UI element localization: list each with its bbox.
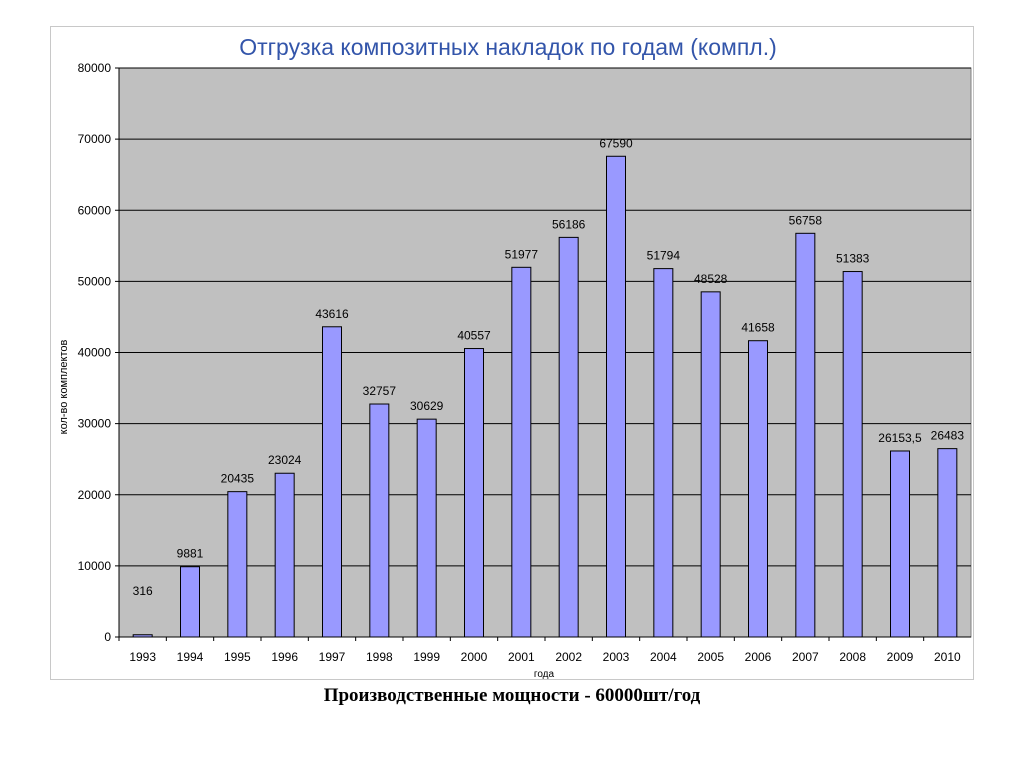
x-tick-label: 2000 [461,650,488,664]
x-tick-label: 1999 [413,650,440,664]
bar-1998 [369,403,390,638]
bar-2010 [937,448,958,638]
y-tick-label: 80000 [78,61,112,75]
data-label: 43616 [315,307,349,321]
y-tick-label: 0 [104,630,111,644]
bar-1996 [274,472,295,638]
data-label: 23024 [268,453,302,467]
data-label: 56758 [789,213,823,227]
x-tick-label: 2004 [650,650,677,664]
data-label: 56186 [552,217,586,231]
x-tick-label: 2010 [934,650,961,664]
x-tick-label: 2001 [508,650,535,664]
y-tick-label: 10000 [78,559,112,573]
x-tick-label: 2007 [792,650,819,664]
y-tick-label: 40000 [78,346,112,360]
bar-1995 [227,491,248,638]
y-axis-label: кол-во комплектов [58,339,70,434]
bar-2003 [606,155,626,638]
data-label: 67590 [599,136,633,150]
x-tick-label: 1998 [366,650,393,664]
x-tick-label: 2003 [603,650,630,664]
x-tick-label: 2009 [887,650,914,664]
x-tick-label: 1996 [271,650,298,664]
x-axis-label: года [534,669,555,680]
x-tick-label: 1994 [177,650,204,664]
data-label: 32757 [363,384,397,398]
production-capacity-caption: Производственные мощности - 60000шт/год [323,685,701,706]
data-label: 51977 [505,247,539,261]
y-tick-label: 60000 [78,203,112,217]
bar-2005 [700,291,721,638]
bar-2001 [511,266,532,638]
x-tick-label: 1995 [224,650,251,664]
data-label: 30629 [410,399,444,413]
x-tick-label: 1997 [319,650,346,664]
data-label: 26153,5 [878,431,922,445]
y-tick-label: 50000 [78,274,112,288]
x-tick-label: 1993 [129,650,156,664]
data-label: 48528 [694,272,728,286]
bar-2000 [464,348,484,638]
x-tick-label: 2002 [555,650,582,664]
bar-2007 [795,232,816,638]
x-tick-label: 2005 [697,650,724,664]
data-label: 9881 [177,547,204,561]
bar-1997 [322,326,342,638]
bar-2006 [748,340,768,638]
x-tick-label: 2006 [745,650,772,664]
bar-chart: Отгрузка композитных накладок по годам (… [58,34,972,680]
bar-2008 [842,271,863,638]
bar-2002 [558,236,579,638]
data-label: 51383 [836,252,870,266]
x-tick-label: 2008 [839,650,866,664]
data-label: 40557 [457,329,491,343]
bar-1999 [416,418,437,638]
bar-1994 [180,566,200,638]
bar-2004 [653,268,674,638]
data-label: 316 [133,584,153,598]
chart-title: Отгрузка композитных накладок по годам (… [239,34,777,60]
bar-1993 [132,634,153,638]
data-label: 26483 [931,429,965,443]
y-tick-label: 30000 [78,417,112,431]
data-label: 20435 [221,472,255,486]
chart-frame: Отгрузка композитных накладок по годам (… [50,26,974,680]
bar-2009 [890,450,910,638]
y-tick-label: 70000 [78,132,112,146]
y-tick-label: 20000 [78,488,112,502]
data-label: 41658 [741,321,775,335]
data-label: 51794 [647,249,681,263]
